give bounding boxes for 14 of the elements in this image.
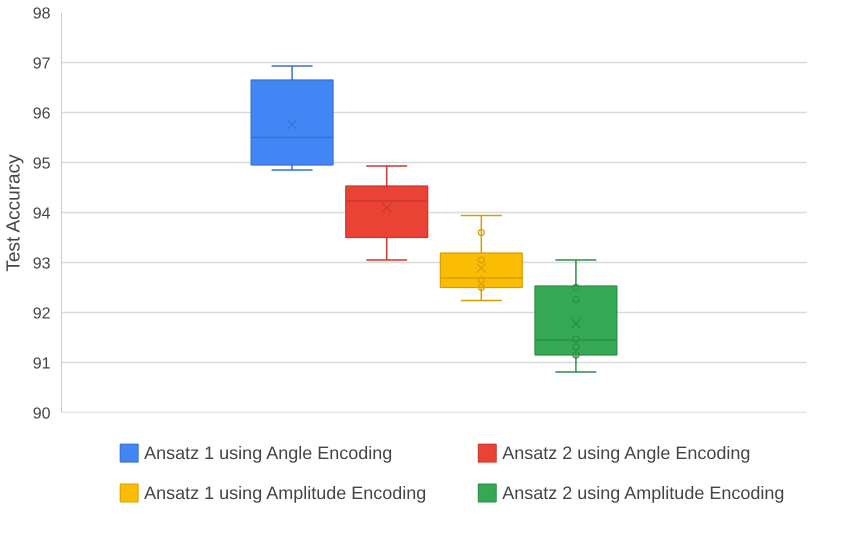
y-tick-label: 90 [32,406,51,422]
y-tick-label: 97 [32,56,51,72]
y-tick-label: 93 [32,256,51,272]
legend-label: Ansatz 2 using Amplitude Encoding [502,483,784,503]
legend-label: Ansatz 1 using Amplitude Encoding [144,483,426,503]
legend-label: Ansatz 2 using Angle Encoding [502,443,750,464]
y-axis-title: Test Accuracy [4,154,25,272]
y-tick-label: 94 [32,206,51,222]
y-tick-label: 92 [32,306,51,322]
y-tick-label: 96 [32,106,51,122]
y-tick-label: 98 [32,6,51,22]
legend-label: Ansatz 1 using Angle Encoding [144,443,392,464]
y-tick-label: 95 [32,156,51,172]
y-tick-label: 91 [32,356,51,372]
